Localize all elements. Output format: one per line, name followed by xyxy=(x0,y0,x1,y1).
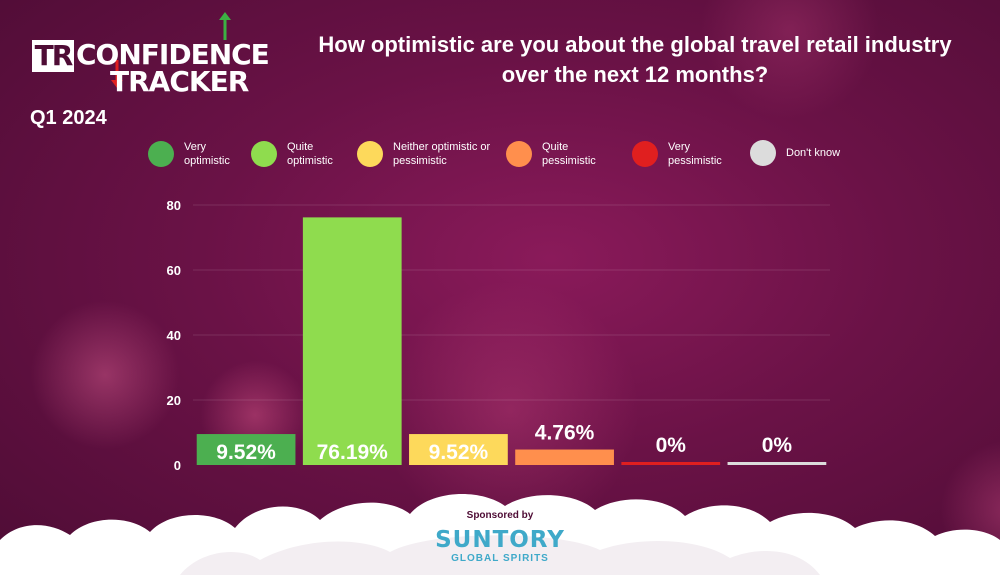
data-label: 76.19% xyxy=(317,441,389,464)
down-arrow-icon xyxy=(111,60,123,88)
y-tick-label: 20 xyxy=(167,393,181,408)
bar xyxy=(196,434,296,465)
bar xyxy=(409,434,508,465)
legend-item-very-pessimistic: Very pessimistic xyxy=(632,140,732,168)
logo-tracker-text: TRACKER xyxy=(110,65,249,98)
bar xyxy=(621,462,721,465)
data-label: 0% xyxy=(656,434,687,457)
y-tick-label: 0 xyxy=(174,458,181,473)
legend-item-quite-pessimistic: Quite pessimistic xyxy=(506,140,604,168)
suntory-logo-subtitle: GLOBAL SPIRITS xyxy=(451,553,549,564)
legend-swatch xyxy=(750,140,776,166)
bar xyxy=(515,449,614,465)
logo-confidence-text: CONFIDENCE xyxy=(76,38,270,71)
legend-label: Quite optimistic xyxy=(287,141,333,167)
bar xyxy=(727,462,827,465)
tr-confidence-tracker-logo: TR CONFIDENCE TRACKER xyxy=(30,12,280,98)
legend-item-dont-know: Don't know xyxy=(750,140,840,166)
bar xyxy=(302,217,402,465)
tr-logo-mark: TR xyxy=(32,40,74,72)
chart-title: How optimistic are you about the global … xyxy=(318,32,952,87)
y-tick-label: 80 xyxy=(167,198,181,213)
data-label: 9.52% xyxy=(216,441,276,464)
legend-item-neither: Neither optimistic or pessimistic xyxy=(357,140,493,168)
legend-label: Don't know xyxy=(786,147,841,159)
cloud-footer xyxy=(0,494,1000,575)
up-arrow-icon xyxy=(219,12,231,40)
legend-swatch xyxy=(357,141,383,167)
legend-label: Neither optimistic or pessimistic xyxy=(393,141,491,167)
legend-swatch xyxy=(632,141,658,167)
legend-swatch xyxy=(251,141,277,167)
suntory-logo: SUNTORY xyxy=(435,527,565,553)
legend-label: Very optimistic xyxy=(184,141,230,167)
y-tick-label: 40 xyxy=(167,328,181,343)
sponsor-label: Sponsored by xyxy=(466,510,534,521)
legend-swatch xyxy=(148,141,174,167)
data-label: 0% xyxy=(762,434,793,457)
legend-label: Quite pessimistic xyxy=(542,141,596,167)
data-label: 4.76% xyxy=(535,422,595,445)
legend-item-quite-optimistic: Quite optimistic xyxy=(251,140,347,168)
y-tick-label: 60 xyxy=(167,263,181,278)
legend-item-very-optimistic: Very optimistic xyxy=(148,140,244,168)
legend-swatch xyxy=(506,141,532,167)
data-label: 9.52% xyxy=(429,441,489,464)
legend-label: Very pessimistic xyxy=(668,141,722,167)
period-label: Q1 2024 xyxy=(30,107,107,129)
